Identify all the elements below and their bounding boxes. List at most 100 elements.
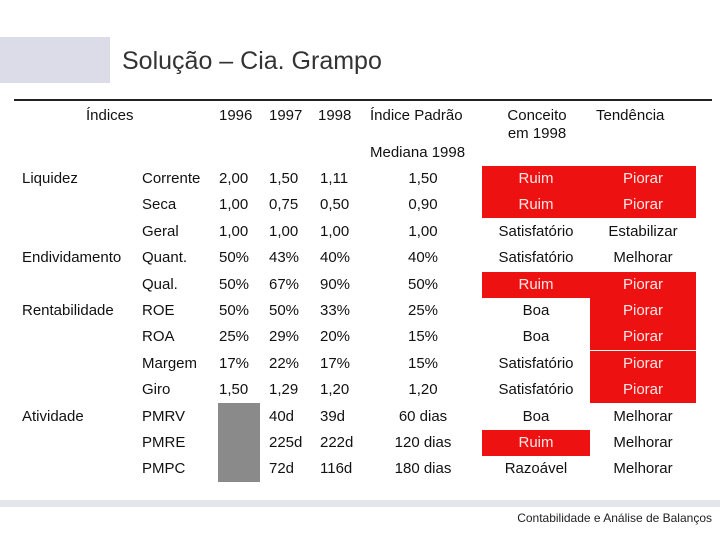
cell-group bbox=[22, 377, 140, 403]
cell-padrao: 0,90 bbox=[408, 196, 438, 214]
cell-v1996: 2,00 bbox=[219, 170, 249, 187]
cell-tendencia: Piorar bbox=[590, 271, 696, 298]
cell-group bbox=[22, 324, 140, 350]
cell-conceito: Ruim bbox=[482, 166, 590, 192]
cell-padrao: 60 dias bbox=[398, 407, 448, 425]
header-conceito: Conceito em 1998 bbox=[507, 107, 567, 142]
cell-group: Rentabilidade bbox=[22, 302, 114, 319]
cell-v1997: 72d bbox=[269, 460, 295, 478]
cell-tendencia: Estabilizar bbox=[608, 222, 678, 240]
missing-1996-block bbox=[218, 403, 260, 482]
cell-v1998: 40% bbox=[320, 249, 351, 267]
header-mediana: Mediana 1998 bbox=[370, 144, 466, 161]
cell-conceito: Razoável bbox=[504, 460, 568, 478]
cell-v1997: 225d bbox=[269, 434, 303, 451]
cell-v1996: 1,00 bbox=[219, 222, 249, 240]
cell-name: Seca bbox=[142, 196, 177, 214]
cell-v1997: 22% bbox=[269, 354, 300, 372]
cell-v1998: 0,50 bbox=[320, 196, 350, 214]
cell-tendencia: Melhorar bbox=[613, 249, 673, 267]
cell-padrao: 25% bbox=[407, 302, 439, 319]
page-title: Solução – Cia. Grampo bbox=[122, 47, 382, 75]
cell-padrao: 120 dias bbox=[394, 434, 452, 451]
cell-v1997: 1,00 bbox=[269, 222, 299, 240]
header-indice-padrao: Índice Padrão bbox=[370, 107, 463, 124]
cell-group bbox=[22, 430, 140, 456]
cell-v1997: 29% bbox=[269, 328, 300, 346]
cell-v1996: 17% bbox=[219, 354, 250, 372]
cell-group: Liquidez bbox=[22, 170, 78, 187]
header-indices: Índices bbox=[86, 107, 134, 124]
cell-tendencia: Piorar bbox=[590, 377, 696, 404]
cell-conceito: Satisfatório bbox=[498, 249, 574, 267]
cell-v1997: 1,50 bbox=[269, 170, 299, 187]
cell-v1998: 39d bbox=[320, 407, 346, 425]
cell-group bbox=[22, 192, 140, 218]
cell-group: Atividade bbox=[22, 407, 84, 425]
title-decoration bbox=[0, 37, 110, 83]
cell-v1997: 50% bbox=[269, 302, 300, 319]
header-1997: 1997 bbox=[269, 107, 303, 124]
cell-name: ROE bbox=[142, 302, 175, 319]
cell-conceito: Ruim bbox=[482, 271, 590, 298]
cell-group bbox=[22, 272, 140, 298]
cell-name: Qual. bbox=[142, 275, 178, 293]
cell-v1998: 116d bbox=[320, 460, 353, 478]
cell-tendencia: Melhorar bbox=[613, 460, 673, 478]
cell-tendencia: Melhorar bbox=[613, 434, 673, 451]
cell-padrao: 15% bbox=[407, 328, 439, 346]
cell-v1996: 25% bbox=[219, 328, 250, 346]
cell-name: PMPC bbox=[142, 460, 186, 478]
cell-padrao: 1,50 bbox=[408, 170, 438, 187]
cell-padrao: 1,00 bbox=[408, 222, 438, 240]
cell-v1998: 1,00 bbox=[320, 222, 350, 240]
footer-text: Contabilidade e Análise de Balanços bbox=[517, 511, 712, 525]
cell-group bbox=[22, 219, 140, 245]
cell-v1996: 50% bbox=[219, 249, 250, 267]
cell-group bbox=[22, 351, 140, 377]
cell-v1996: 1,00 bbox=[219, 196, 249, 214]
cell-conceito: Boa bbox=[522, 328, 550, 346]
cell-conceito: Boa bbox=[522, 407, 550, 425]
cell-v1998: 33% bbox=[320, 302, 351, 319]
cell-v1996: 1,50 bbox=[219, 381, 249, 399]
cell-name: Geral bbox=[142, 222, 179, 240]
cell-padrao: 50% bbox=[407, 275, 439, 293]
cell-tendencia: Piorar bbox=[590, 324, 696, 351]
cell-conceito: Ruim bbox=[482, 430, 590, 456]
cell-v1998: 222d bbox=[320, 434, 354, 451]
cell-conceito: Boa bbox=[522, 302, 550, 319]
cell-v1998: 20% bbox=[320, 328, 351, 346]
cell-v1998: 1,11 bbox=[320, 170, 349, 187]
cell-padrao: 1,20 bbox=[408, 381, 438, 399]
cell-tendencia: Piorar bbox=[590, 298, 696, 324]
cell-v1998: 17% bbox=[320, 354, 351, 372]
cell-tendencia: Piorar bbox=[590, 192, 696, 219]
cell-conceito: Satisfatório bbox=[498, 222, 574, 240]
cell-v1998: 90% bbox=[320, 275, 351, 293]
cell-name: PMRE bbox=[142, 434, 186, 451]
cell-conceito: Satisfatório bbox=[498, 354, 574, 372]
cell-tendencia: Melhorar bbox=[613, 407, 673, 425]
cell-v1998: 1,20 bbox=[320, 381, 350, 399]
cell-padrao: 180 dias bbox=[394, 460, 452, 478]
cell-v1997: 0,75 bbox=[269, 196, 299, 214]
cell-v1997: 43% bbox=[269, 249, 300, 267]
cell-v1996: 50% bbox=[219, 302, 250, 319]
cell-name: PMRV bbox=[142, 407, 186, 425]
cell-v1996: 50% bbox=[219, 275, 250, 293]
cell-group bbox=[22, 456, 140, 482]
cell-tendencia: Piorar bbox=[590, 350, 696, 377]
cell-name: Margem bbox=[142, 354, 198, 372]
footer-bar bbox=[0, 500, 720, 507]
cell-tendencia: Piorar bbox=[590, 166, 696, 192]
cell-name: Corrente bbox=[142, 170, 201, 187]
cell-conceito: Satisfatório bbox=[498, 381, 574, 399]
cell-name: Giro bbox=[142, 381, 171, 399]
cell-padrao: 15% bbox=[407, 354, 439, 372]
cell-conceito: Ruim bbox=[482, 192, 590, 219]
cell-padrao: 40% bbox=[407, 249, 439, 267]
cell-v1997: 1,29 bbox=[269, 381, 299, 399]
cell-v1997: 40d bbox=[269, 407, 295, 425]
header-1998: 1998 bbox=[318, 107, 352, 124]
